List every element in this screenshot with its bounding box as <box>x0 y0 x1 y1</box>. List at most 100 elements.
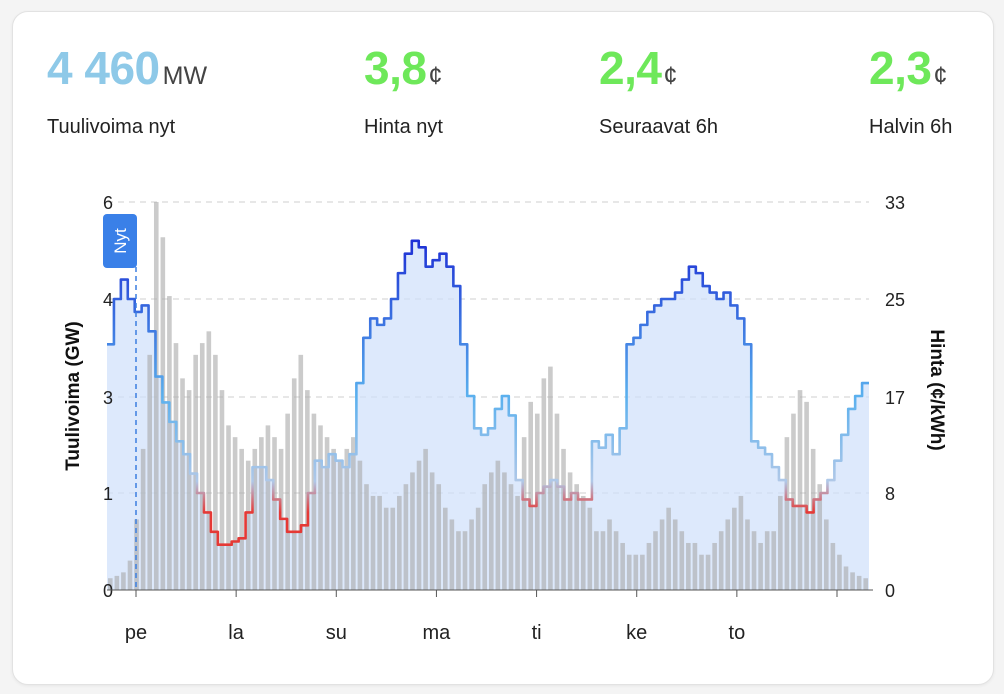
price-bar <box>659 519 665 590</box>
price-bar <box>797 390 803 590</box>
price-bar <box>692 542 698 590</box>
x-tick-label: ma <box>423 622 452 644</box>
price-bar <box>600 531 606 590</box>
price-bar <box>705 554 711 590</box>
price-bar <box>626 554 632 590</box>
price-bar <box>397 495 402 590</box>
next-6h-label: Seuraavat 6h <box>599 116 718 138</box>
stat-next-6h: 2,4 ¢ Seuraavat 6h <box>599 42 718 139</box>
price-bar <box>337 460 343 590</box>
price-bar <box>771 531 777 590</box>
y-tick-right: 25 <box>885 290 905 310</box>
price-bar <box>751 531 757 590</box>
price-bar <box>718 531 724 590</box>
y-axis-label-right: Hinta (¢/kWh) <box>926 329 947 450</box>
price-bar <box>672 519 678 590</box>
price-bar <box>370 495 376 590</box>
price-bar <box>738 495 744 590</box>
wind-area-layer <box>107 240 869 591</box>
now-label: Nyt <box>111 228 130 254</box>
price-now-value: 3,8 <box>364 42 427 94</box>
price-bar <box>331 448 336 590</box>
price-bar <box>305 390 310 590</box>
price-bar <box>725 519 731 590</box>
price-bar <box>344 448 350 590</box>
price-bar <box>410 472 415 590</box>
price-bar <box>653 531 658 590</box>
price-bar <box>423 448 428 590</box>
next-6h-unit: ¢ <box>663 62 678 90</box>
price-bar <box>180 378 185 590</box>
price-bar <box>488 472 494 590</box>
price-bar <box>745 519 750 590</box>
price-bar <box>508 484 514 590</box>
price-bar <box>541 378 547 590</box>
y-tick-left: 1 <box>103 484 113 504</box>
price-bar <box>456 531 461 590</box>
price-bar <box>443 507 448 590</box>
price-bar <box>127 560 133 590</box>
price-bar <box>843 566 849 590</box>
price-bar <box>403 484 409 590</box>
price-bar <box>554 413 560 590</box>
price-bar <box>449 519 455 590</box>
now-marker: Nyt <box>103 214 137 590</box>
y-tick-right: 0 <box>885 581 895 601</box>
price-bar <box>140 448 146 590</box>
price-bar <box>810 448 816 590</box>
price-bar <box>824 519 829 590</box>
price-bar <box>107 578 113 590</box>
price-bar <box>265 425 271 590</box>
price-bar <box>607 519 612 590</box>
price-bar <box>114 575 120 590</box>
price-bar <box>377 495 382 590</box>
price-bar <box>436 484 442 590</box>
y-tick-right: 8 <box>885 484 895 504</box>
price-bar <box>147 354 152 590</box>
price-bar <box>521 437 527 590</box>
price-bar <box>252 448 258 590</box>
price-bar <box>232 437 238 590</box>
price-bar <box>837 554 842 590</box>
price-bar <box>784 437 790 590</box>
price-bar <box>298 354 304 590</box>
x-tick-label: la <box>228 622 244 644</box>
y-tick-right: 17 <box>885 388 905 408</box>
price-bar <box>548 366 553 590</box>
price-bar <box>199 343 205 590</box>
price-bar <box>291 378 297 590</box>
price-bar <box>587 507 593 590</box>
wind-area <box>107 240 869 591</box>
price-bar <box>666 507 671 590</box>
price-bar <box>272 437 277 590</box>
price-bar <box>429 472 435 590</box>
price-bar <box>712 542 717 590</box>
price-bar <box>778 495 783 590</box>
x-tick-label: pe <box>125 622 147 644</box>
price-bar <box>469 519 474 590</box>
price-bar <box>567 472 573 590</box>
price-bar <box>226 425 231 590</box>
price-bar <box>186 390 192 590</box>
cheapest-6h-unit: ¢ <box>933 62 948 90</box>
price-bar <box>528 401 533 590</box>
y-tick-left: 3 <box>103 388 113 408</box>
cheapest-6h-label: Halvin 6h <box>869 116 953 138</box>
price-bar <box>699 554 704 590</box>
price-bar <box>311 413 317 590</box>
price-bar <box>364 484 369 590</box>
price-bar <box>206 331 212 590</box>
wind-now-value: 4 460 <box>47 42 160 94</box>
y-axis-label-left: Tuulivoima (GW) <box>63 321 84 471</box>
price-bar <box>502 472 507 590</box>
price-bar <box>686 542 691 590</box>
price-bar <box>134 519 139 590</box>
y-tick-left: 0 <box>103 581 113 601</box>
cheapest-6h-value: 2,3 <box>869 42 932 94</box>
price-bar <box>462 531 468 590</box>
wind-price-card: 4 460 MW Tuulivoima nyt 3,8 ¢ Hinta nyt … <box>12 11 994 685</box>
price-bar <box>245 460 251 590</box>
price-bar <box>732 507 737 590</box>
x-tick-label: to <box>729 622 746 644</box>
price-bar <box>830 542 836 590</box>
